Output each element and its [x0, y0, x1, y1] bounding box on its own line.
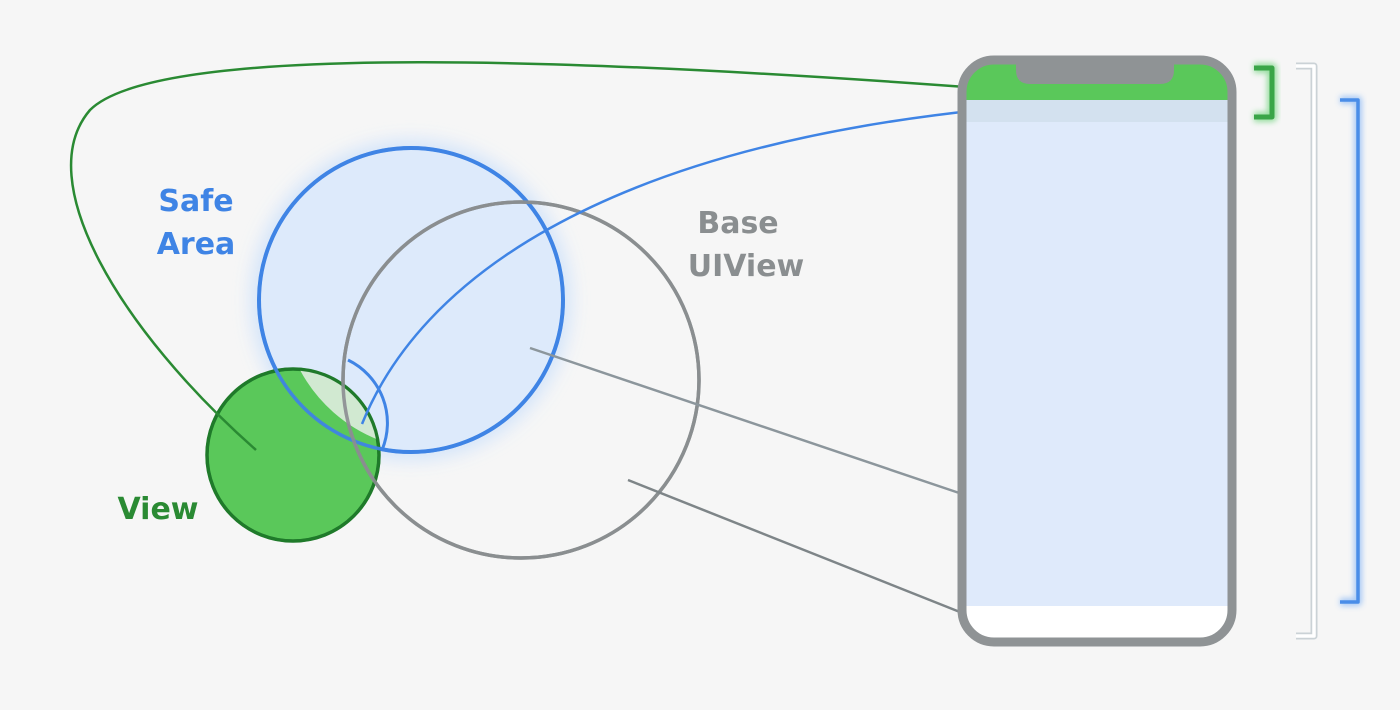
full-view-bracket	[1296, 62, 1318, 640]
phone-notch	[1016, 62, 1174, 84]
status-bar-bracket	[1254, 63, 1277, 122]
phone-frame	[957, 55, 1237, 647]
view-label: View	[117, 492, 198, 527]
view-connector-line	[69, 61, 981, 451]
view-safe-area-arc	[347, 358, 389, 451]
view-circle-outline	[205, 367, 381, 543]
phone-safe-area-top-band	[964, 98, 1230, 122]
base-uiview-connector-line-1	[529, 346, 981, 502]
safe-area-label-line1: Safe	[158, 184, 233, 219]
safe-area-circle-outline	[257, 146, 565, 454]
safe-area-label-line2: Area	[157, 227, 236, 262]
base-uiview-connector-line-2	[627, 478, 981, 622]
phone-safe-area	[964, 96, 1230, 606]
base-uiview-label-line1: Base	[697, 206, 778, 241]
view-safe-overlap-region	[300, 370, 379, 440]
base-uiview-circle-outline	[341, 200, 701, 560]
safe-area-connector-line	[360, 108, 981, 425]
base-uiview-label-line2: UIView	[688, 249, 805, 284]
safe-area-bracket	[1340, 96, 1362, 606]
phone-illustration	[957, 55, 1237, 647]
